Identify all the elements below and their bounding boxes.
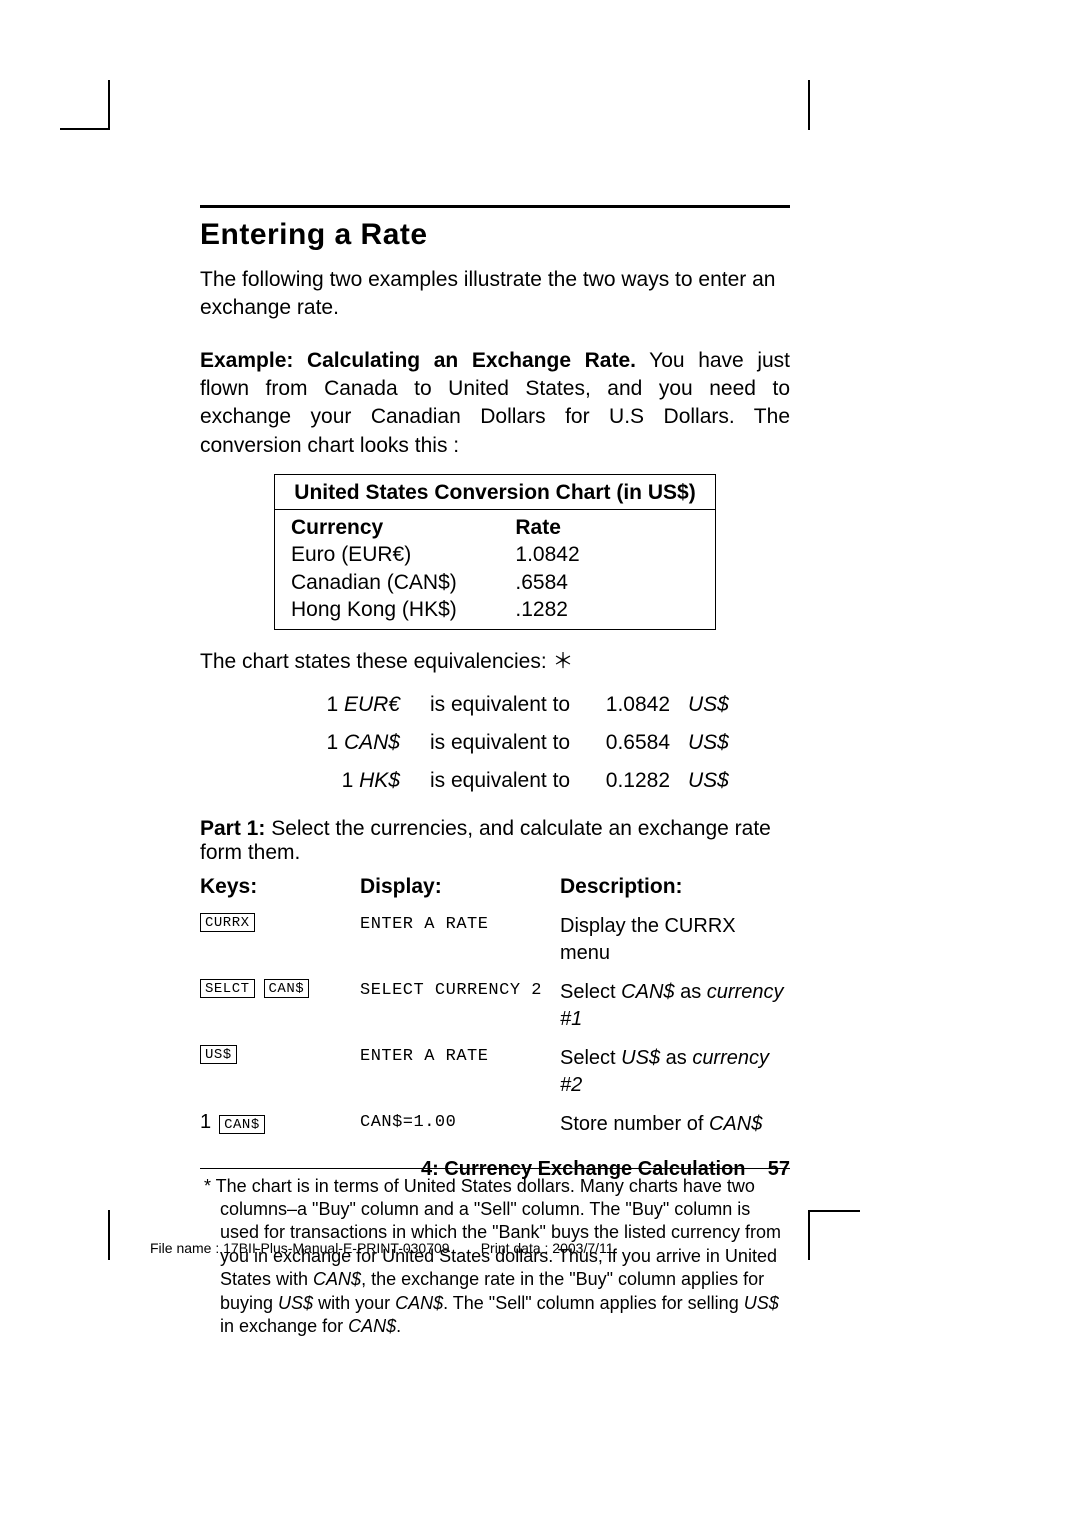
calculator-key: CURRX <box>200 913 255 933</box>
col-currency-header: Currency <box>291 514 515 541</box>
conversion-table-header: Currency Rate <box>291 514 699 541</box>
description-cell: Store number of CAN$ <box>560 1111 790 1138</box>
description-cell: Select CAN$ as currency #1 <box>560 979 790 1033</box>
page: Entering a Rate The following two exampl… <box>0 0 1080 1526</box>
kdd-header-row: Keys: Display: Description: <box>200 875 790 899</box>
crop-mark <box>810 1210 860 1212</box>
conversion-table-body: Currency Rate Euro (EUR€)1.0842Canadian … <box>275 510 715 629</box>
part1-label: Part 1: <box>200 817 265 840</box>
print-metadata: File name : 17BII-Plus-Manual-E-PRINT-03… <box>150 1240 614 1256</box>
equivalency-row: 1 HK$is equivalent to0.1282US$ <box>290 769 790 793</box>
print-date: Print data : 2003/7/11 <box>481 1240 614 1256</box>
kdd-row: US$ ENTER A RATESelect US$ as currency #2 <box>200 1045 790 1099</box>
page-footer: 4: Currency Exchange Calculation 57 <box>200 1158 790 1181</box>
description-header: Description: <box>560 875 790 899</box>
footer-page: 57 <box>768 1158 790 1180</box>
section-heading: Entering a Rate <box>200 218 790 252</box>
kdd-row: 1 CAN$ CAN$=1.00Store number of CAN$ <box>200 1111 790 1138</box>
display-cell: ENTER A RATE <box>360 913 560 934</box>
conversion-table-row: Euro (EUR€)1.0842 <box>291 541 699 568</box>
equivalencies-intro: The chart states these equivalencies: ＊ <box>200 648 790 676</box>
col-rate-header: Rate <box>515 514 699 541</box>
part1-text: Select the currencies, and calculate an … <box>200 817 771 864</box>
crop-mark <box>808 80 810 130</box>
keys-header: Keys: <box>200 875 360 899</box>
section-rule <box>200 205 790 208</box>
calculator-key: CAN$ <box>264 979 310 999</box>
rate-cell: .6584 <box>515 569 699 596</box>
conversion-table-row: Canadian (CAN$).6584 <box>291 569 699 596</box>
conversion-table-row: Hong Kong (HK$).1282 <box>291 596 699 623</box>
footnote: * The chart is in terms of United States… <box>200 1175 790 1339</box>
crop-mark <box>60 128 110 130</box>
display-cell: ENTER A RATE <box>360 1045 560 1066</box>
description-cell: Select US$ as currency #2 <box>560 1045 790 1099</box>
crop-mark <box>108 80 110 130</box>
keys-cell: SELCT CAN$ <box>200 979 360 999</box>
keys-cell: CURRX <box>200 913 360 933</box>
keys-cell: US$ <box>200 1045 360 1065</box>
kdd-row: CURRX ENTER A RATEDisplay the CURRX menu <box>200 913 790 967</box>
currency-cell: Canadian (CAN$) <box>291 569 515 596</box>
description-cell: Display the CURRX menu <box>560 913 790 967</box>
conversion-table-title: United States Conversion Chart (in US$) <box>275 475 715 510</box>
calculator-key: CAN$ <box>219 1115 265 1135</box>
keys-cell: 1 CAN$ <box>200 1111 360 1135</box>
print-filename: File name : 17BII-Plus-Manual-E-PRINT-03… <box>150 1240 450 1256</box>
crop-mark <box>808 1210 810 1260</box>
example-paragraph: Example: Calculating an Exchange Rate. Y… <box>200 347 790 460</box>
display-cell: CAN$=1.00 <box>360 1111 560 1132</box>
rate-cell: 1.0842 <box>515 541 699 568</box>
equivalencies-block: 1 EUR€is equivalent to1.0842US$ 1 CAN$is … <box>290 693 790 793</box>
equivalency-row: 1 EUR€is equivalent to1.0842US$ <box>290 693 790 717</box>
conversion-table: United States Conversion Chart (in US$) … <box>274 474 716 630</box>
calculator-key: US$ <box>200 1045 237 1065</box>
equivalency-row: 1 CAN$is equivalent to0.6584US$ <box>290 731 790 755</box>
footer-chapter: 4: Currency Exchange Calculation <box>421 1158 746 1180</box>
example-label: Example: Calculating an Exchange Rate. <box>200 349 636 372</box>
display-header: Display: <box>360 875 560 899</box>
currency-cell: Hong Kong (HK$) <box>291 596 515 623</box>
currency-cell: Euro (EUR€) <box>291 541 515 568</box>
number-key: 1 <box>200 1111 211 1134</box>
kdd-body: CURRXENTER A RATEDisplay the CURRX menuS… <box>200 913 790 1138</box>
part1-line: Part 1: Select the currencies, and calcu… <box>200 817 790 865</box>
kdd-row: SELCT CAN$ SELECT CURRENCY 2Select CAN$ as… <box>200 979 790 1033</box>
display-cell: SELECT CURRENCY 2 <box>360 979 560 1000</box>
intro-paragraph: The following two examples illustrate th… <box>200 266 790 323</box>
rate-cell: .1282 <box>515 596 699 623</box>
calculator-key: SELCT <box>200 979 255 999</box>
crop-mark <box>108 1210 110 1260</box>
